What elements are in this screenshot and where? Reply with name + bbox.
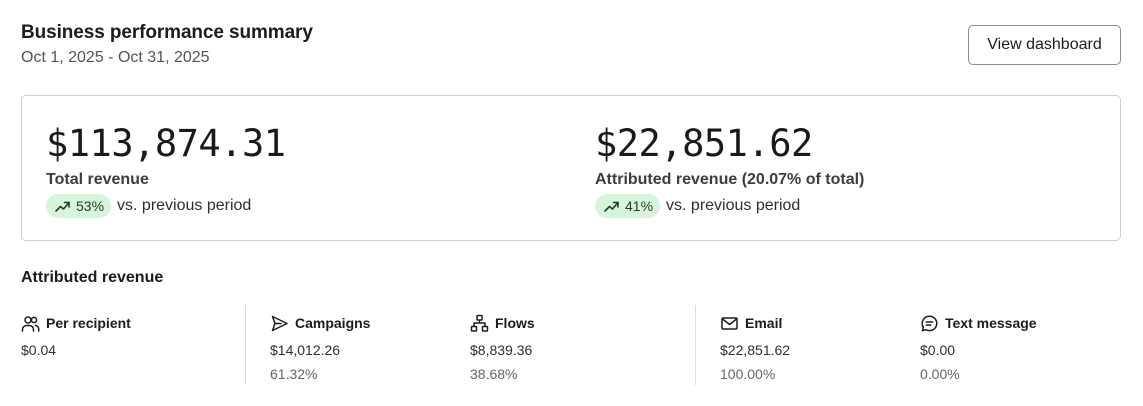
date-range: Oct 1, 2025 - Oct 31, 2025 [21, 49, 210, 66]
flow-icon [470, 314, 489, 332]
users-icon [21, 315, 40, 332]
attributed-revenue-compare-text: vs. previous period [666, 197, 801, 214]
total-revenue-metric: $113,874.31 Total revenue 53% vs. previo… [46, 122, 286, 218]
total-revenue-compare-text: vs. previous period [117, 197, 252, 214]
total-revenue-value: $113,874.31 [46, 122, 286, 165]
stat-label: Flows [495, 315, 535, 331]
stat-value: $0.00 [920, 342, 956, 358]
send-icon [271, 315, 288, 331]
attributed-revenue-change-row: 41% vs. previous period [595, 194, 864, 218]
stat-value: $0.04 [21, 342, 57, 358]
attributed-revenue-value: $22,851.62 [595, 122, 813, 165]
total-revenue-label: Total revenue [46, 171, 149, 188]
summary-header: Business performance summary Oct 1, 2025… [21, 21, 1121, 69]
stat-percent: 100.00% [720, 366, 776, 382]
trend-up-icon [55, 201, 70, 212]
attributed-revenue-change-badge: 41% [595, 194, 661, 218]
stat-label: Campaigns [295, 315, 371, 331]
mail-icon [721, 316, 738, 330]
stat-value: $22,851.62 [720, 342, 791, 358]
total-revenue-change-badge: 53% [46, 194, 112, 218]
stat-campaigns: Campaigns $14,012.26 61.32% [270, 313, 370, 383]
trend-up-icon [604, 201, 619, 212]
stat-flows: Flows $8,839.36 38.68% [470, 313, 535, 383]
revenue-summary-card: $113,874.31 Total revenue 53% vs. previo… [21, 95, 1121, 241]
stat-email: Email $22,851.62 100.00% [720, 313, 790, 383]
page-title: Business performance summary [21, 22, 313, 43]
stat-text-message: Text message $0.00 0.00% [920, 313, 1037, 383]
total-revenue-change-row: 53% vs. previous period [46, 194, 286, 218]
attributed-revenue-section-title: Attributed revenue [21, 269, 164, 286]
stat-label: Per recipient [46, 315, 131, 331]
stat-divider [245, 305, 246, 385]
stat-per-recipient: Per recipient $0.04 [21, 313, 131, 359]
total-revenue-change-value: 53% [76, 198, 105, 214]
stat-percent: 0.00% [920, 366, 960, 382]
stat-label: Text message [945, 315, 1037, 331]
stat-label: Email [745, 315, 783, 331]
attributed-revenue-label: Attributed revenue (20.07% of total) [595, 171, 865, 188]
view-dashboard-button[interactable]: View dashboard [968, 25, 1121, 65]
stat-value: $14,012.26 [270, 342, 341, 358]
stat-value: $8,839.36 [470, 342, 533, 358]
stat-percent: 61.32% [270, 366, 318, 382]
chat-icon [921, 314, 938, 331]
stat-divider [695, 305, 696, 385]
attributed-revenue-change-value: 41% [625, 198, 654, 214]
attributed-revenue-metric: $22,851.62 Attributed revenue (20.07% of… [595, 122, 864, 218]
stat-percent: 38.68% [470, 366, 518, 382]
